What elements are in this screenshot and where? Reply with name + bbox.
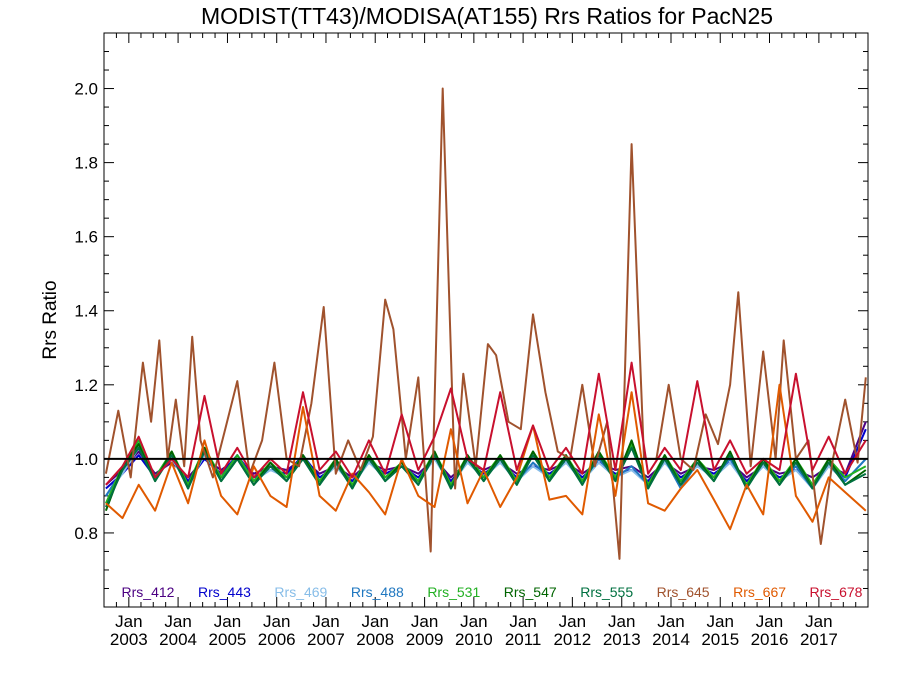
- x-tick-year-label: 2008: [356, 630, 394, 649]
- series-line-Rrs_645: [104, 87, 867, 560]
- x-tick-year-label: 2007: [307, 630, 345, 649]
- x-tick-month-label: Jan: [411, 612, 438, 631]
- legend-item-Rrs_667: Rrs_667: [733, 584, 786, 600]
- y-tick-label: 2.0: [74, 80, 98, 99]
- x-tick-year-label: 2016: [751, 630, 789, 649]
- x-tick-month-label: Jan: [263, 612, 290, 631]
- x-tick-month-label: Jan: [164, 612, 191, 631]
- y-tick-label: 1.8: [74, 154, 98, 173]
- legend-item-Rrs_469: Rrs_469: [274, 584, 327, 600]
- y-tick-label: 1.6: [74, 228, 98, 247]
- legend-item-Rrs_645: Rrs_645: [657, 584, 710, 600]
- legend-item-Rrs_555: Rrs_555: [580, 584, 633, 600]
- x-tick-month-label: Jan: [509, 612, 536, 631]
- x-tick-month-label: Jan: [805, 612, 832, 631]
- x-tick-year-label: 2017: [800, 630, 838, 649]
- x-tick-year-label: 2011: [505, 630, 542, 649]
- series-line-Rrs_555: [104, 446, 867, 508]
- x-tick-year-label: 2014: [652, 630, 690, 649]
- x-tick-month-label: Jan: [460, 612, 487, 631]
- x-tick-year-label: 2013: [603, 630, 641, 649]
- x-tick-month-label: Jan: [756, 612, 783, 631]
- y-axis-label: Rrs Ratio: [40, 280, 61, 359]
- x-tick-year-label: 2006: [258, 630, 296, 649]
- legend-item-Rrs_547: Rrs_547: [504, 584, 557, 600]
- y-tick-label: 1.2: [74, 376, 98, 395]
- legend-item-Rrs_443: Rrs_443: [198, 584, 251, 600]
- x-tick-year-label: 2004: [159, 630, 197, 649]
- x-tick-month-label: Jan: [608, 612, 635, 631]
- x-tick-month-label: Jan: [115, 612, 142, 631]
- y-tick-label: 1.4: [74, 302, 98, 321]
- chart-title: MODIST(TT43)/MODISA(AT155) Rrs Ratios fo…: [201, 3, 773, 29]
- y-tick-label: 1.0: [74, 450, 98, 469]
- plot-frame: [103, 32, 869, 608]
- legend-item-Rrs_678: Rrs_678: [810, 584, 863, 600]
- y-tick-label: 0.8: [74, 524, 98, 543]
- x-tick-year-label: 2003: [110, 630, 148, 649]
- x-tick-month-label: Jan: [362, 612, 389, 631]
- x-tick-year-label: 2012: [553, 630, 591, 649]
- series-line-Rrs_678: [105, 361, 867, 486]
- x-tick-month-label: Jan: [214, 612, 241, 631]
- x-tick-year-label: 2005: [209, 630, 247, 649]
- legend-item-Rrs_488: Rrs_488: [351, 584, 404, 600]
- x-tick-month-label: Jan: [559, 612, 586, 631]
- legend-item-Rrs_412: Rrs_412: [122, 584, 175, 600]
- x-tick-year-label: 2009: [406, 630, 444, 649]
- legend-item-Rrs_531: Rrs_531: [427, 584, 480, 600]
- x-tick-year-label: 2010: [455, 630, 493, 649]
- x-tick-month-label: Jan: [312, 612, 339, 631]
- x-tick-month-label: Jan: [707, 612, 734, 631]
- x-tick-month-label: Jan: [657, 612, 684, 631]
- plot-area: 0.81.01.21.41.61.82.0Jan2003Jan2004Jan20…: [74, 32, 869, 649]
- x-tick-year-label: 2015: [701, 630, 739, 649]
